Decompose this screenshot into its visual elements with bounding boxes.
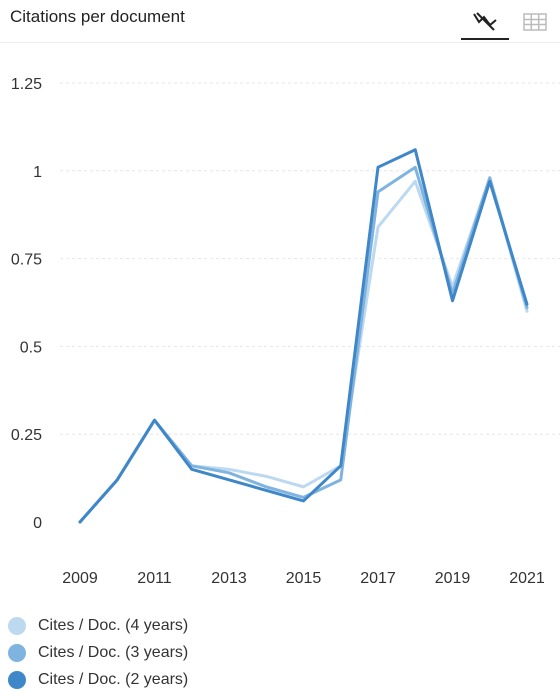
y-tick-label: 1.25 — [11, 76, 42, 93]
line-chart: 0 0.25 0.5 0.75 1 1.25 2009 2011 2013 2015 2017 201… — [11, 76, 560, 587]
y-tick-label: 0.25 — [11, 427, 42, 444]
legend-marker — [8, 643, 26, 662]
chart-view-button[interactable] — [461, 4, 509, 40]
series-line — [78, 165, 529, 524]
legend-marker — [8, 670, 26, 689]
y-tick-label: 0.75 — [11, 252, 42, 269]
y-tick-label: 1 — [33, 164, 42, 181]
legend: Cites / Doc. (4 years) Cites / Doc. (3 y… — [8, 612, 188, 693]
legend-label: Cites / Doc. (3 years) — [38, 643, 189, 661]
line-chart-icon — [473, 12, 497, 31]
x-tick-label: 2021 — [509, 570, 545, 587]
legend-item[interactable]: Cites / Doc. (2 years) — [8, 666, 188, 693]
legend-marker — [8, 616, 26, 635]
legend-item[interactable]: Cites / Doc. (4 years) — [8, 612, 188, 639]
chart-header: Citations per document — [0, 0, 560, 43]
series-line — [78, 176, 529, 524]
series-line — [78, 148, 529, 524]
y-tick-label: 0 — [33, 515, 42, 532]
chart-area: 0 0.25 0.5 0.75 1 1.25 2009 2011 2013 2015 2017 201… — [0, 42, 560, 602]
table-view-button[interactable] — [511, 4, 559, 40]
legend-label: Cites / Doc. (2 years) — [38, 670, 189, 688]
chart-title: Citations per document — [10, 7, 185, 26]
x-tick-label: 2015 — [286, 570, 322, 587]
legend-label: Cites / Doc. (4 years) — [38, 616, 189, 634]
y-tick-label: 0.5 — [20, 339, 42, 356]
legend-item[interactable]: Cites / Doc. (3 years) — [8, 639, 188, 666]
x-tick-label: 2013 — [211, 570, 247, 587]
table-grid-icon — [523, 13, 547, 31]
x-tick-label: 2019 — [435, 570, 471, 587]
x-tick-label: 2017 — [360, 570, 396, 587]
x-tick-label: 2009 — [62, 570, 98, 587]
x-tick-label: 2011 — [137, 570, 172, 587]
